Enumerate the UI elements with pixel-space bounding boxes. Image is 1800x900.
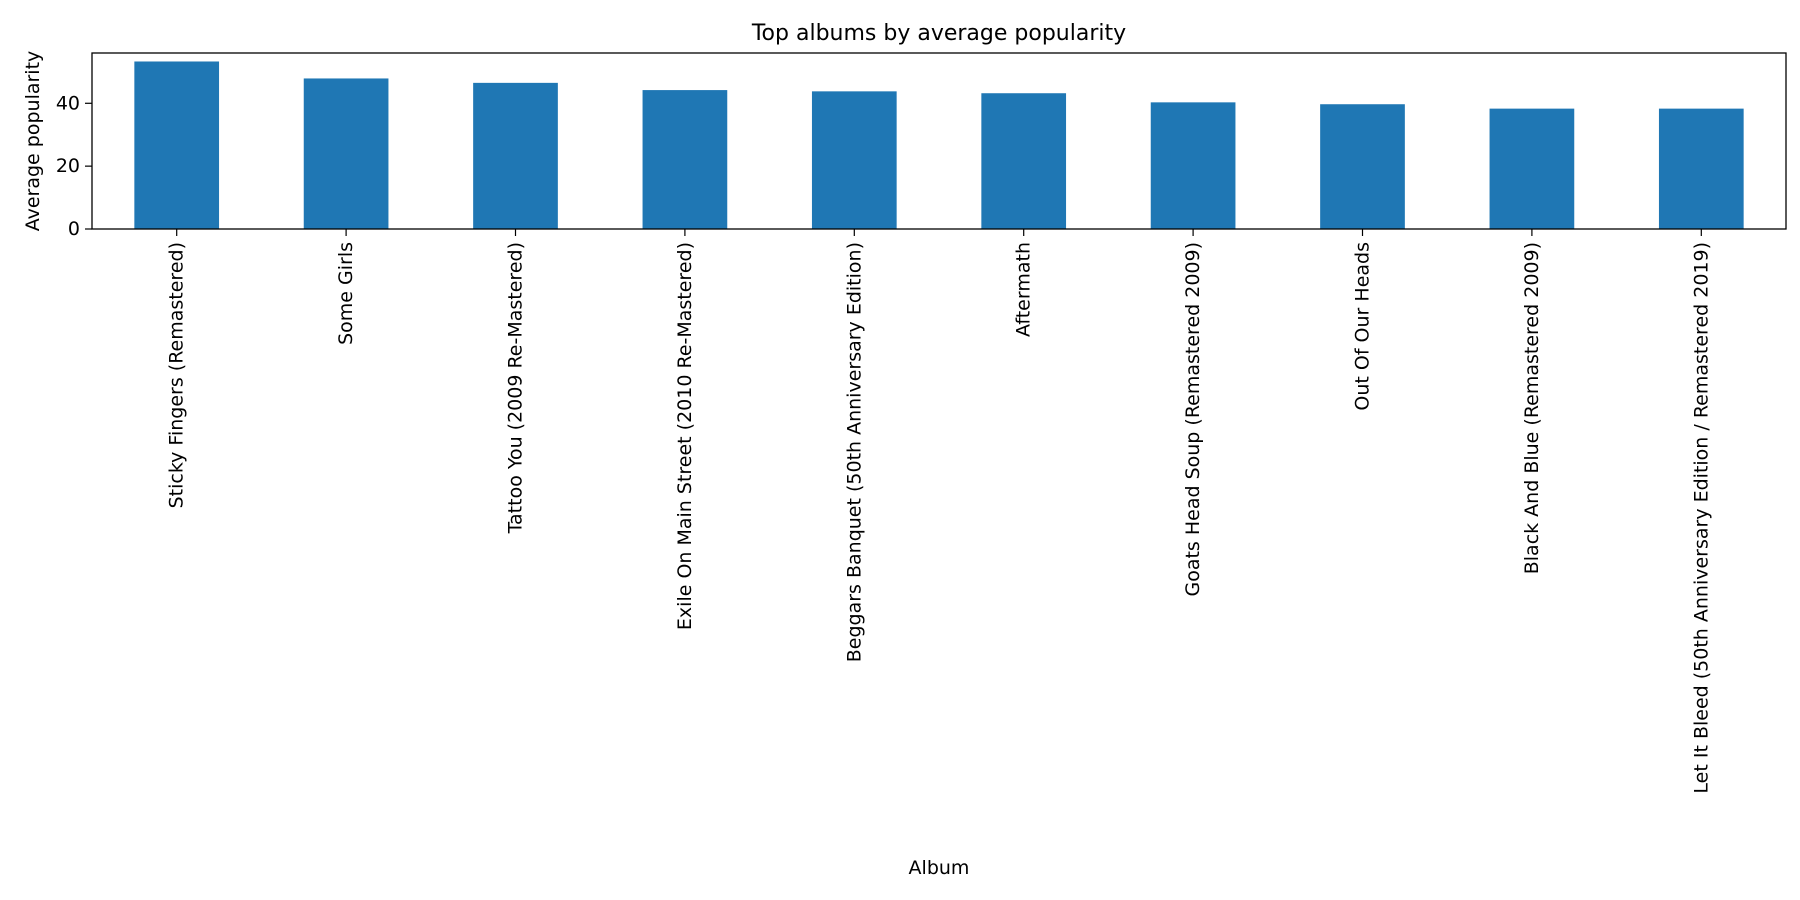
x-tick-label: Out Of Our Heads — [1352, 242, 1374, 411]
bar-8 — [1320, 104, 1405, 229]
bar-2 — [303, 78, 389, 229]
y-axis-ticks: 0 20 40 — [56, 92, 92, 240]
bar-9 — [1489, 108, 1575, 229]
bars-group — [134, 61, 1744, 229]
chart-title: Top albums by average popularity — [751, 21, 1126, 46]
x-tick-label: Sticky Fingers (Remastered) — [166, 242, 188, 508]
x-tick-label: Some Girls — [335, 242, 357, 345]
x-tick-label: Exile On Main Street (2010 Re-Mastered) — [674, 242, 696, 630]
y-tick-label: 40 — [56, 92, 80, 114]
bar-3 — [473, 82, 558, 229]
bar-4 — [642, 90, 728, 229]
x-axis-label: Album — [909, 857, 970, 879]
x-axis-ticks: Sticky Fingers (Remastered) Some Girls Tat… — [166, 229, 1712, 794]
y-tick-label: 20 — [56, 155, 80, 177]
bar-1 — [134, 61, 220, 229]
bar-10 — [1658, 108, 1744, 229]
bar-6 — [981, 93, 1067, 229]
x-tick-label: Aftermath — [1013, 242, 1035, 337]
plot-frame — [91, 52, 1787, 230]
x-tick-label: Beggars Banquet (50th Anniversary Editio… — [843, 242, 865, 662]
x-tick-label: Let It Bleed (50th Anniversary Edition /… — [1690, 242, 1712, 794]
x-tick-label: Tattoo You (2009 Re-Mastered) — [505, 242, 527, 534]
y-tick-label: 0 — [68, 218, 80, 240]
x-tick-label: Black And Blue (Remastered 2009) — [1521, 242, 1543, 574]
x-tick-label: Goats Head Soup (Remastered 2009) — [1182, 242, 1204, 597]
y-axis-label: Average popularity — [22, 51, 44, 232]
bar-5 — [811, 91, 897, 229]
bar-7 — [1150, 102, 1236, 229]
